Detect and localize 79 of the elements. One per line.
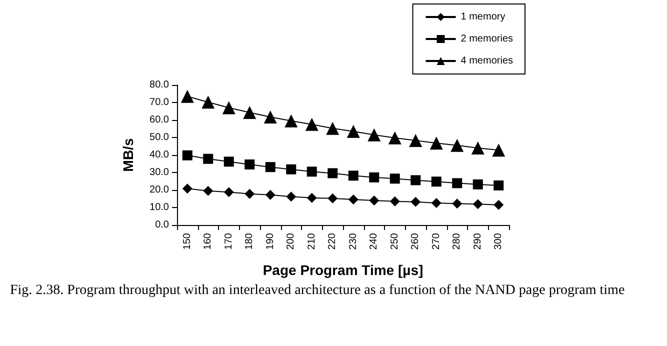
point	[346, 124, 360, 138]
point	[265, 190, 276, 200]
y-tick-label: 20.0	[150, 184, 170, 196]
point	[452, 198, 462, 209]
point	[369, 196, 380, 206]
x-tick-label: 250	[389, 232, 400, 250]
x-tick-label: 270	[430, 232, 442, 250]
point	[348, 170, 358, 181]
point	[203, 154, 214, 164]
point	[286, 192, 296, 202]
y-axis-title: MB/s	[120, 138, 136, 172]
point	[348, 194, 358, 204]
y-tick-label: 0.0	[155, 220, 170, 230]
point	[410, 196, 421, 207]
point	[368, 128, 381, 142]
legend-label: 2 memories	[460, 34, 514, 44]
x-tick-label: 220	[327, 232, 338, 250]
point	[452, 178, 462, 188]
point	[494, 200, 504, 210]
y-tick-label: 60.0	[150, 114, 170, 126]
point	[286, 164, 296, 174]
x-tick-label: 240	[368, 232, 380, 250]
point	[182, 184, 192, 194]
point	[222, 101, 236, 114]
x-tick-label: 260	[410, 232, 422, 250]
point	[326, 122, 340, 135]
y-tick-label: 70.0	[150, 97, 170, 108]
point	[328, 168, 338, 178]
point	[472, 179, 483, 190]
point	[390, 196, 400, 206]
point	[244, 188, 255, 199]
y-tick-label: 50.0	[150, 132, 170, 143]
x-tick-label: 170	[223, 232, 234, 250]
point	[203, 186, 214, 196]
point	[182, 150, 192, 160]
point	[494, 180, 504, 190]
point	[244, 159, 255, 170]
x-axis-title: Page Program Time [µs]	[262, 262, 424, 278]
legend-label: 4 memories	[460, 56, 514, 66]
x-tick-label: 230	[348, 232, 359, 250]
x-tick-label: 160	[202, 232, 214, 250]
y-tick-label: 80.0	[150, 80, 170, 90]
x-tick-label: 280	[452, 232, 463, 250]
point	[471, 142, 484, 154]
point	[306, 192, 317, 203]
x-tick-label: 190	[264, 232, 276, 250]
point	[224, 187, 234, 198]
point	[431, 176, 442, 187]
y-tick-label: 40.0	[150, 150, 170, 160]
point	[472, 199, 483, 210]
point	[306, 166, 317, 177]
point	[243, 106, 256, 119]
point	[328, 193, 338, 204]
caption: Fig. 2.38. Program throughput with an interleaved architecture as a function of the NAND page program time	[10, 282, 626, 300]
x-tick-label: 150	[182, 232, 193, 250]
point	[431, 198, 442, 208]
x-tick-label: 180	[244, 232, 256, 250]
x-tick-label: 200	[286, 232, 297, 250]
point	[284, 114, 298, 128]
point	[409, 134, 422, 147]
point	[224, 156, 234, 167]
point	[265, 162, 276, 172]
point	[305, 118, 318, 131]
point	[369, 172, 380, 182]
point	[390, 174, 400, 184]
point	[492, 144, 506, 157]
legend-label: 1 memory	[460, 12, 506, 22]
point	[388, 131, 402, 144]
y-tick-label: 10.0	[150, 202, 170, 213]
point	[180, 90, 194, 103]
x-tick-label: 290	[472, 232, 484, 250]
point	[450, 138, 464, 152]
point	[202, 96, 215, 109]
y-tick-label: 30.0	[150, 167, 170, 178]
point	[264, 110, 277, 124]
x-tick-label: 210	[306, 232, 318, 250]
x-tick-label: 300	[493, 232, 504, 250]
point	[430, 136, 443, 150]
point	[410, 175, 421, 186]
